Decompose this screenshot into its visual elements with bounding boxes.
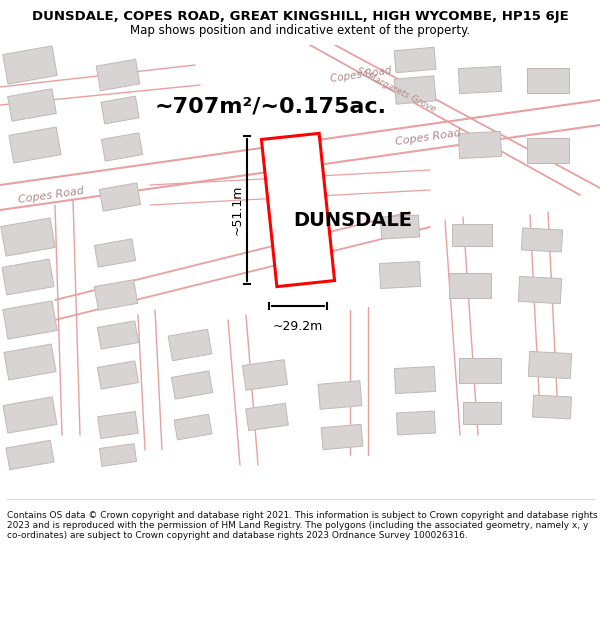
Polygon shape	[6, 440, 54, 470]
Text: Map shows position and indicative extent of the property.: Map shows position and indicative extent…	[130, 24, 470, 37]
Polygon shape	[527, 68, 569, 92]
Polygon shape	[518, 276, 562, 304]
Polygon shape	[9, 127, 61, 163]
Polygon shape	[452, 224, 492, 246]
Polygon shape	[172, 371, 212, 399]
Polygon shape	[458, 131, 502, 159]
Text: DUNSDALE, COPES ROAD, GREAT KINGSHILL, HIGH WYCOMBE, HP15 6JE: DUNSDALE, COPES ROAD, GREAT KINGSHILL, H…	[32, 10, 568, 23]
Polygon shape	[4, 344, 56, 380]
Polygon shape	[521, 228, 563, 252]
Polygon shape	[397, 411, 436, 435]
Polygon shape	[97, 361, 139, 389]
Polygon shape	[379, 261, 421, 289]
Polygon shape	[97, 321, 139, 349]
Polygon shape	[3, 301, 57, 339]
Polygon shape	[527, 138, 569, 162]
Polygon shape	[94, 280, 138, 310]
Text: Copes Road: Copes Road	[330, 66, 392, 84]
Polygon shape	[174, 414, 212, 440]
Polygon shape	[2, 259, 54, 295]
Text: Copes Road: Copes Road	[18, 186, 85, 204]
Polygon shape	[463, 402, 501, 424]
Polygon shape	[394, 366, 436, 394]
Polygon shape	[100, 183, 140, 211]
Polygon shape	[318, 381, 362, 409]
Polygon shape	[1, 218, 55, 256]
Polygon shape	[321, 424, 363, 450]
Text: ~29.2m: ~29.2m	[273, 320, 323, 333]
Text: St Margarets Grove: St Margarets Grove	[355, 66, 437, 114]
Polygon shape	[459, 357, 501, 382]
Polygon shape	[394, 76, 436, 104]
Polygon shape	[3, 46, 57, 84]
Polygon shape	[394, 48, 436, 72]
Polygon shape	[532, 395, 572, 419]
Text: ~707m²/~0.175ac.: ~707m²/~0.175ac.	[155, 97, 387, 117]
Polygon shape	[380, 215, 419, 239]
Polygon shape	[245, 403, 289, 431]
Text: ~51.1m: ~51.1m	[230, 185, 244, 235]
Polygon shape	[168, 329, 212, 361]
Polygon shape	[8, 89, 56, 121]
Polygon shape	[101, 133, 143, 161]
Polygon shape	[94, 239, 136, 267]
Polygon shape	[98, 411, 139, 439]
Polygon shape	[3, 397, 57, 433]
Polygon shape	[529, 351, 572, 379]
Polygon shape	[242, 360, 287, 390]
Text: Contains OS data © Crown copyright and database right 2021. This information is : Contains OS data © Crown copyright and d…	[7, 511, 598, 541]
Polygon shape	[100, 444, 137, 466]
Polygon shape	[96, 59, 140, 91]
Text: DUNSDALE: DUNSDALE	[293, 211, 413, 229]
Polygon shape	[449, 272, 491, 298]
Polygon shape	[101, 96, 139, 124]
Polygon shape	[458, 66, 502, 94]
Polygon shape	[262, 133, 335, 287]
Text: Copes Road: Copes Road	[395, 127, 462, 146]
